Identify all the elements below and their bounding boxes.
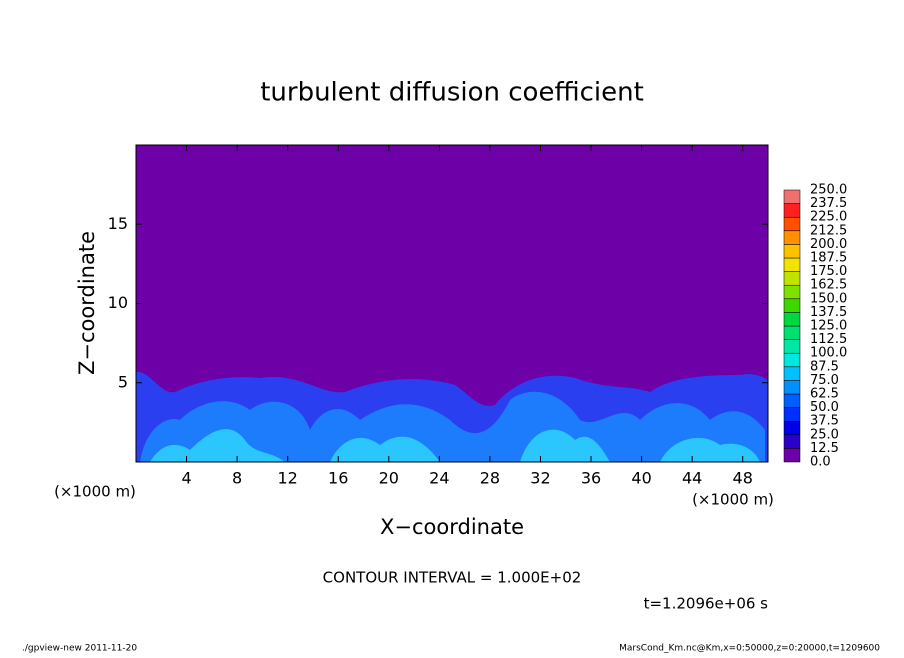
colorbar-label: 62.5: [810, 387, 839, 402]
colorbar-box: [783, 284, 801, 300]
contour-interval: CONTOUR INTERVAL = 1.000E+02: [323, 569, 582, 587]
colorbar-label: 250.0: [810, 183, 847, 198]
x-tick-label: 16: [328, 469, 348, 488]
colorbar-label: 75.0: [810, 373, 839, 388]
colorbar-label: 100.0: [810, 346, 847, 361]
colorbar-label: 212.5: [810, 223, 847, 238]
colorbar-box: [783, 393, 801, 408]
colorbar-box: [783, 339, 801, 354]
time-label: t=1.2096e+06 s: [644, 595, 769, 613]
x-tick-label: 4: [181, 469, 191, 488]
colorbar-label: 237.5: [810, 196, 847, 211]
x-tick-label: 44: [682, 469, 702, 488]
y-axis-label: Z−coordinate: [75, 231, 99, 375]
colorbar-label: 12.5: [810, 441, 839, 456]
colorbar-label: 225.0: [810, 210, 847, 225]
x-tick-label: 32: [530, 469, 550, 488]
colorbar-label: 137.5: [810, 305, 847, 320]
colorbar-label: 37.5: [810, 414, 839, 429]
colorbar-box: [783, 298, 801, 313]
colorbar-label: 200.0: [810, 237, 847, 252]
colorbar-box: [783, 352, 801, 368]
field-mid-layer: [140, 391, 765, 462]
y-unit: (×1000 m): [54, 483, 136, 501]
field-high-layer: [150, 429, 760, 462]
colorbar-box: [783, 380, 801, 395]
colorbar-box: [783, 420, 801, 436]
x-tick-label: 12: [278, 469, 298, 488]
colorbar-box: [783, 203, 801, 218]
colorbar-box: [783, 230, 801, 245]
colorbar-label: 187.5: [810, 251, 847, 266]
x-unit: (×1000 m): [692, 491, 774, 509]
footer-right: MarsCond_Km.nc@Km,x=0:50000,z=0:20000,t=…: [619, 644, 880, 654]
x-tick-label: 36: [581, 469, 601, 488]
colorbar-box: [783, 216, 801, 232]
colorbar-box: [783, 257, 801, 272]
footer-left: ./gpview-new 2011-11-20: [22, 644, 137, 654]
colorbar-box: [783, 448, 801, 463]
colorbar-label: 50.0: [810, 400, 839, 415]
x-tick-label: 24: [429, 469, 449, 488]
field: [136, 145, 768, 462]
colorbar-box: [783, 271, 801, 286]
y-tick-label: 5: [118, 372, 128, 391]
colorbar-box: [783, 244, 801, 259]
colorbar-box: [783, 434, 801, 449]
colorbar-box: [783, 325, 801, 340]
chart-title: turbulent diffusion coefficient: [260, 78, 644, 108]
colorbar-label: 87.5: [810, 359, 839, 374]
colorbar-box: [783, 407, 801, 422]
x-tick-label: 8: [232, 469, 242, 488]
colorbar-label: 162.5: [810, 278, 847, 293]
colorbar-label: 112.5: [810, 332, 847, 347]
colorbar-label: 0.0: [810, 455, 831, 470]
colorbar-box: [783, 189, 801, 204]
y-tick-label: 15: [108, 214, 128, 233]
colorbar-box: [783, 312, 801, 327]
x-tick-label: 28: [480, 469, 500, 488]
x-axis-label: X−coordinate: [380, 515, 524, 539]
y-tick-label: 10: [108, 293, 128, 312]
colorbar-box: [783, 366, 801, 381]
x-tick-label: 20: [379, 469, 399, 488]
colorbar-label: 150.0: [810, 291, 847, 306]
colorbar-label: 25.0: [810, 427, 839, 442]
x-tick-label: 40: [631, 469, 651, 488]
colorbar-label: 175.0: [810, 264, 847, 279]
x-tick-label: 48: [733, 469, 753, 488]
colorbar-label: 125.0: [810, 319, 847, 334]
